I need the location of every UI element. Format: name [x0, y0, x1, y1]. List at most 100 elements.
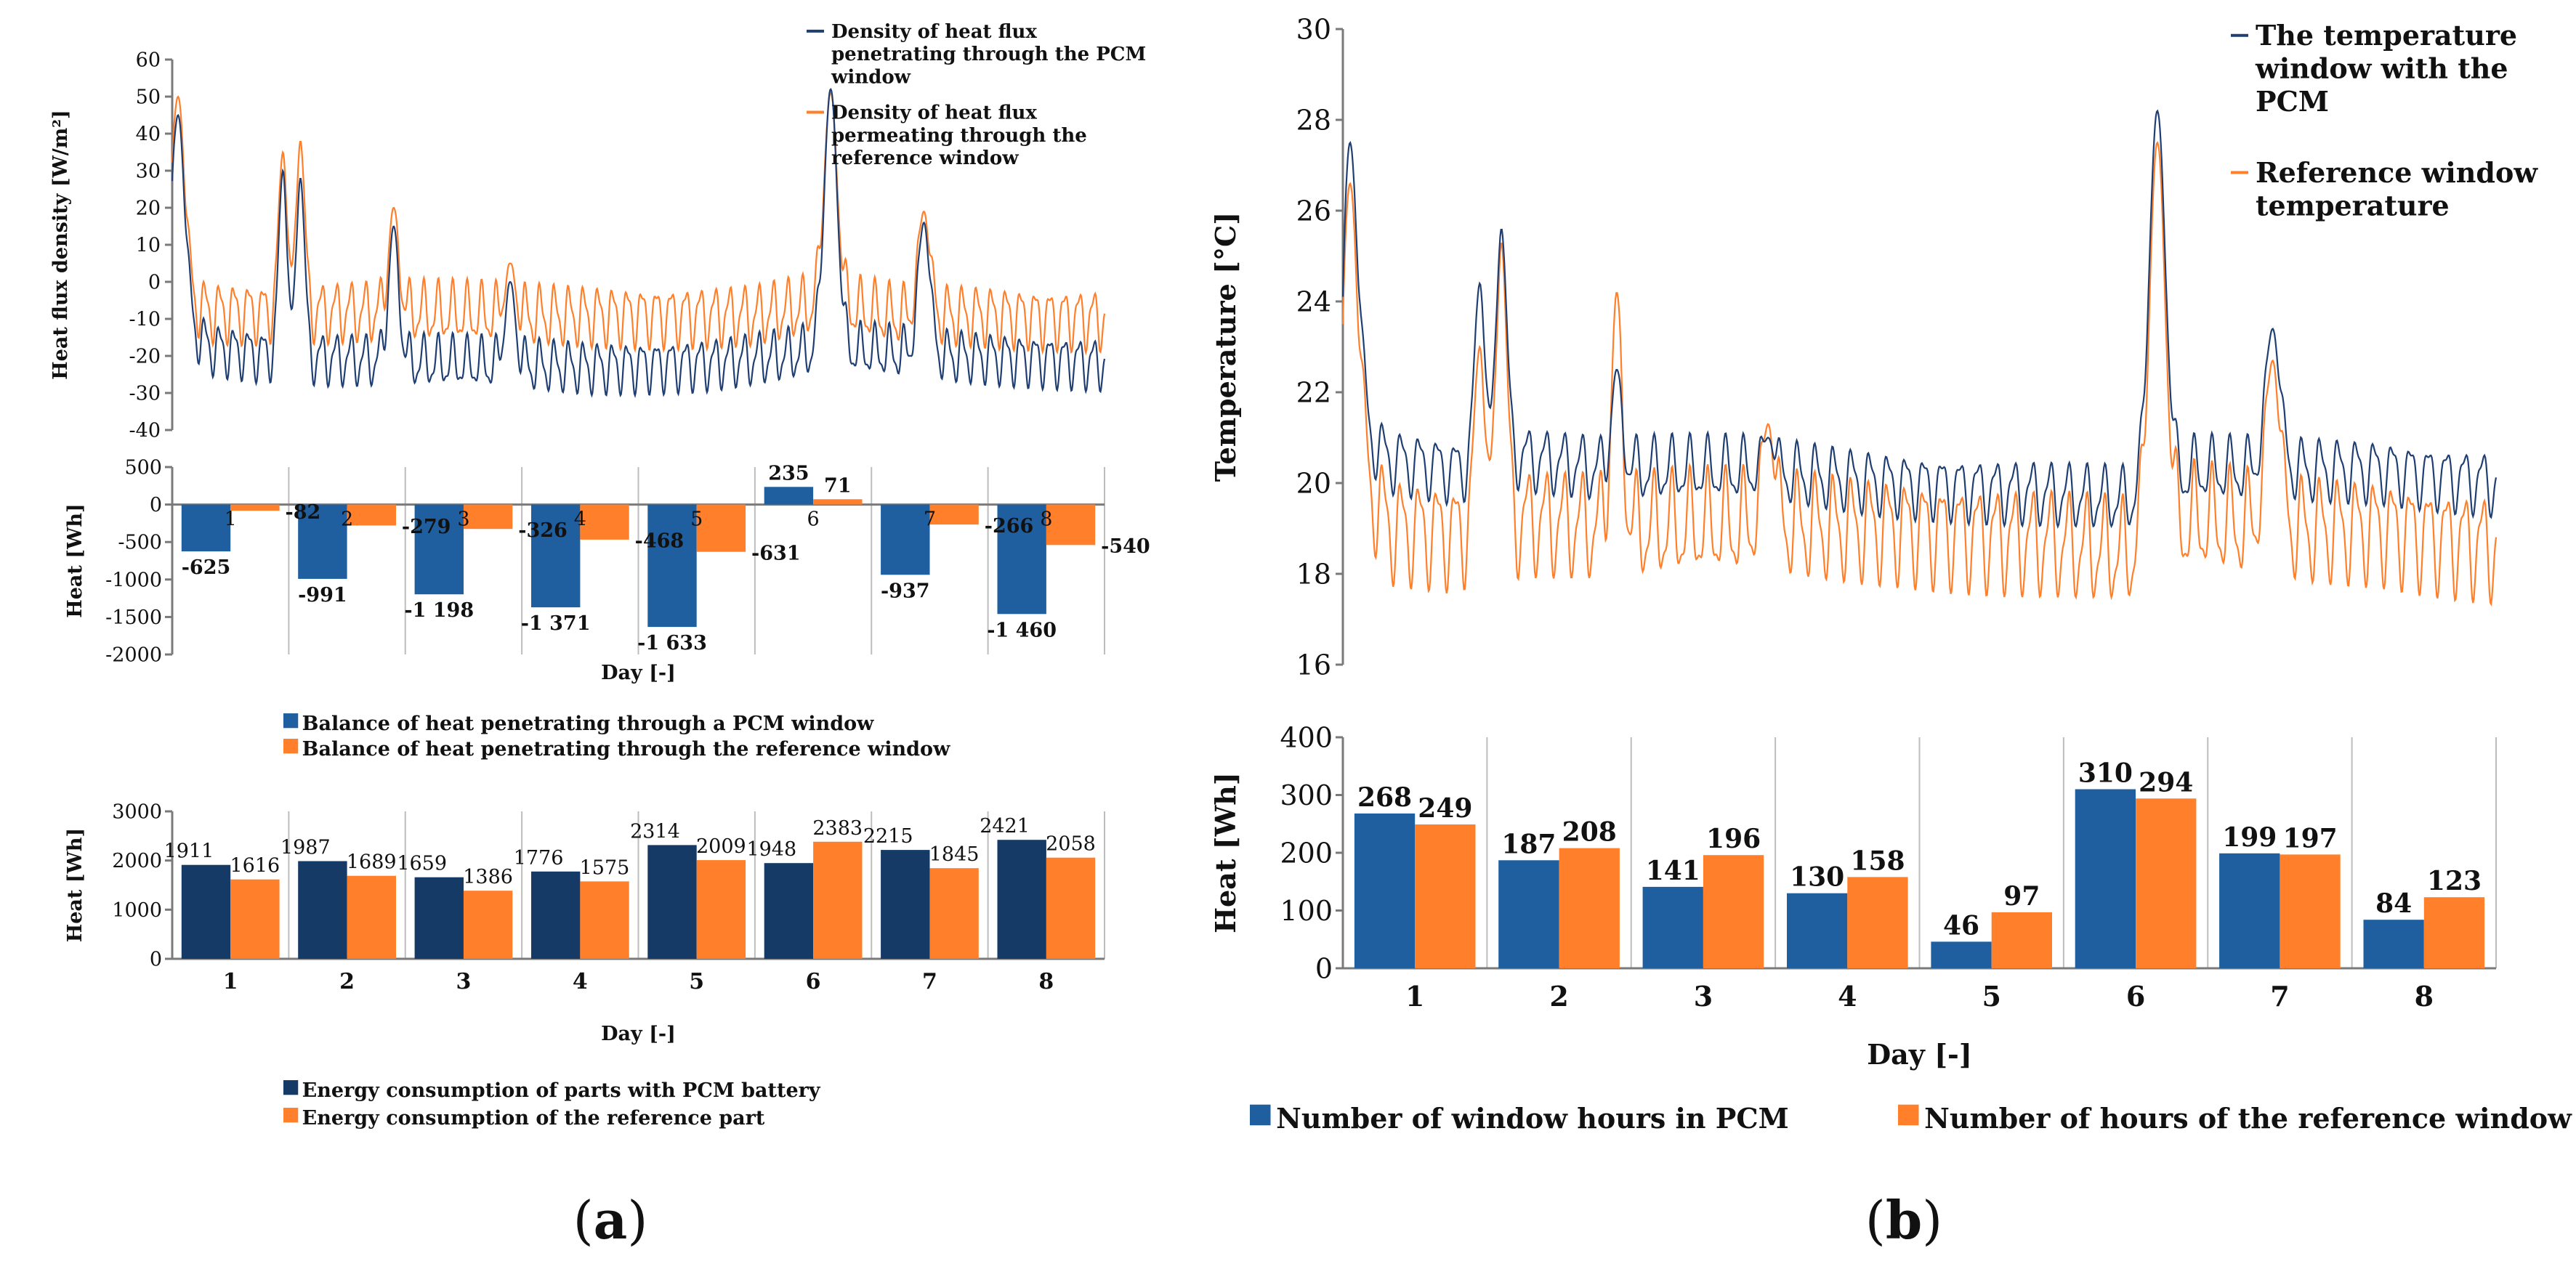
x-tick-label: 5	[690, 508, 703, 530]
data-label-1-5: 294	[2139, 767, 2193, 798]
y-tick-label: -40	[129, 419, 161, 442]
y-tick-label: -500	[118, 532, 162, 554]
bar-0-4	[1931, 941, 1992, 968]
bar-0-7	[2363, 920, 2424, 968]
y-tick-label: 10	[136, 234, 161, 256]
y-axis-label: Heat [Wh]	[64, 828, 86, 943]
bar-0-0	[1354, 813, 1416, 968]
y-axis-label: Temperature [°C]	[1209, 212, 1242, 482]
data-label-1-0: 249	[1418, 793, 1472, 824]
y-tick-label: 2000	[112, 850, 162, 872]
data-label-1-7: 2058	[1046, 833, 1096, 856]
data-label-1-7: 123	[2427, 866, 2482, 896]
bar-1-3	[580, 881, 629, 959]
data-label-0-6: -937	[881, 580, 930, 602]
data-label-1-2: -326	[518, 519, 568, 542]
x-tick-label: 4	[573, 969, 588, 994]
y-tick-label: 3000	[112, 800, 162, 823]
panel-label-b: (b)	[1865, 1189, 1943, 1251]
bar-1-2	[463, 504, 513, 530]
data-label-1-5: 71	[824, 474, 852, 497]
bar-0-7	[997, 504, 1046, 615]
data-label-0-0: -625	[182, 556, 231, 579]
series-line-1	[1341, 141, 2498, 607]
bar-1-6	[929, 868, 979, 959]
bar-1-5	[2136, 798, 2197, 968]
y-tick-label: -1500	[105, 607, 162, 629]
x-tick-label: 1	[225, 508, 237, 530]
x-tick-label: 6	[2126, 980, 2145, 1013]
bar-0-3	[531, 871, 581, 959]
y-tick-label: -20	[129, 345, 161, 368]
data-label-0-3: 1776	[514, 847, 564, 869]
data-label-1-1: -279	[402, 516, 451, 538]
y-tick-label: 24	[1296, 285, 1331, 317]
x-tick-label: 8	[1038, 969, 1054, 994]
data-label-0-2: 1659	[397, 853, 447, 875]
y-tick-label: 20	[136, 197, 161, 219]
bar-1-4	[696, 504, 746, 552]
data-label-1-6: 1845	[929, 843, 980, 866]
legend-swatch-0	[283, 1080, 299, 1095]
y-tick-label: 18	[1296, 558, 1331, 590]
data-label-0-4: 2314	[630, 820, 680, 843]
panel-label-a: (a)	[573, 1189, 648, 1251]
data-label-0-6: 199	[2222, 822, 2277, 853]
bar-0-4	[647, 845, 697, 959]
x-tick-label: 7	[2270, 980, 2289, 1013]
bar-0-1	[298, 504, 347, 579]
bar-0-0	[181, 504, 231, 552]
x-axis-label: Day [-]	[601, 1023, 676, 1045]
y-tick-label: 16	[1296, 649, 1331, 681]
x-tick-label: 5	[689, 969, 704, 994]
bar-0-2	[1642, 886, 1703, 968]
x-tick-label: 1	[223, 969, 238, 994]
x-tick-label: 3	[457, 508, 469, 530]
legend-swatch-1	[283, 739, 299, 754]
bar-1-7	[1046, 857, 1096, 959]
legend-swatch-1	[283, 1108, 299, 1123]
y-axis-label: Heat [Wh]	[1209, 772, 1242, 933]
data-label-0-4: 46	[1943, 910, 1979, 941]
data-label-0-5: 310	[2078, 758, 2133, 789]
bar-1-5	[813, 841, 863, 959]
y-tick-label: 0	[150, 948, 162, 970]
bar-1-7	[2423, 897, 2485, 968]
data-label-0-1: -991	[298, 584, 347, 607]
data-label-0-7: 2421	[980, 815, 1030, 838]
data-label-1-4: 97	[2003, 881, 2040, 912]
x-tick-label: 7	[922, 969, 937, 994]
y-tick-label: 60	[136, 49, 161, 71]
bar-0-4	[647, 504, 697, 628]
bar-1-6	[929, 504, 979, 525]
legend-entry-0: Number of window hours in PCM	[1276, 1102, 1789, 1135]
data-label-1-1: 1689	[347, 851, 397, 874]
bar-1-3	[1847, 877, 1908, 968]
data-label-0-3: 130	[1790, 862, 1844, 893]
legend-entry-1: Energy consumption of the reference part	[302, 1107, 765, 1130]
x-tick-label: 8	[1040, 508, 1052, 530]
y-tick-label: 100	[1280, 895, 1333, 927]
data-label-1-5: 2383	[812, 817, 863, 840]
legend-entry-0: Density of heat flux penetrating through …	[831, 21, 1146, 88]
data-label-0-0: 1911	[164, 840, 214, 863]
legend-entry-1: Reference window temperature	[2256, 156, 2538, 222]
y-tick-label: 200	[1280, 837, 1333, 869]
legend-swatch-1	[1898, 1104, 1919, 1126]
data-label-1-2: 196	[1706, 824, 1761, 854]
data-label-1-7: -540	[1101, 535, 1150, 558]
bar-0-3	[531, 504, 581, 608]
x-axis-label: Day [-]	[601, 662, 676, 684]
data-label-0-2: -1 198	[404, 599, 474, 622]
y-tick-label: 22	[1296, 376, 1331, 408]
bar-0-2	[414, 504, 464, 595]
y-tick-label: 26	[1296, 195, 1331, 227]
data-label-1-4: -631	[751, 543, 801, 565]
bar-0-6	[2219, 853, 2280, 968]
data-label-1-4: 2009	[696, 835, 746, 858]
y-axis-label: Heat [Wh]	[64, 503, 86, 618]
y-tick-label: 30	[1296, 13, 1331, 45]
bar-1-4	[1991, 912, 2052, 968]
